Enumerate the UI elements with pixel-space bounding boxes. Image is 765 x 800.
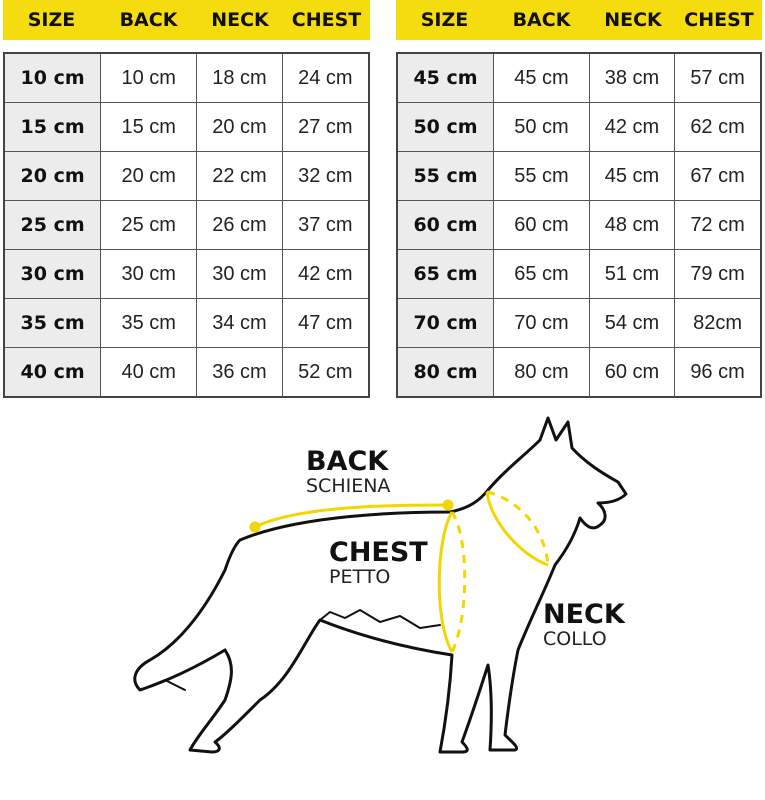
chest-cell: 24 cm [281, 52, 370, 103]
header-back: BACK [512, 9, 571, 31]
chest-cell: 96 cm [674, 347, 762, 398]
back-cell: 60 cm [493, 200, 590, 250]
table-row: 20 cm 20 cm 22 cm 32 cm [3, 151, 370, 201]
chest-cell: 72 cm [674, 200, 762, 250]
back-cell: 35 cm [100, 298, 198, 348]
header-size: SIZE [27, 9, 76, 31]
dog-outline [133, 416, 628, 754]
chest-measure-ellipse [437, 511, 467, 653]
header-right: SIZE BACK NECK CHEST [396, 0, 762, 40]
size-cell: 70 cm [396, 298, 495, 348]
size-cell: 15 cm [3, 102, 102, 152]
back-cell: 40 cm [100, 347, 198, 398]
size-cell: 40 cm [3, 347, 102, 398]
back-measure-line [249, 499, 454, 533]
table-row: 35 cm 35 cm 34 cm 47 cm [3, 298, 370, 348]
back-cell: 70 cm [493, 298, 590, 348]
chest-cell: 57 cm [674, 52, 762, 103]
table-row: 65 cm 65 cm 51 cm 79 cm [396, 249, 762, 299]
table-row: 40 cm 40 cm 36 cm 52 cm [3, 347, 370, 398]
back-cell: 55 cm [493, 151, 590, 201]
neck-cell: 48 cm [588, 200, 676, 250]
table-row: 15 cm 15 cm 20 cm 27 cm [3, 102, 370, 152]
neck-cell: 36 cm [196, 347, 283, 398]
neck-cell: 54 cm [588, 298, 676, 348]
size-cell: 20 cm [3, 151, 102, 201]
table-row: 30 cm 30 cm 30 cm 42 cm [3, 249, 370, 299]
neck-cell: 60 cm [588, 347, 676, 398]
chest-cell: 67 cm [674, 151, 762, 201]
neck-cell: 18 cm [196, 52, 283, 103]
size-cell: 50 cm [396, 102, 495, 152]
neck-cell: 38 cm [588, 52, 676, 103]
neck-cell: 34 cm [196, 298, 283, 348]
neck-cell: 30 cm [196, 249, 283, 299]
neck-label: NECK COLLO [543, 599, 625, 650]
size-table-left: 10 cm 10 cm 18 cm 24 cm 15 cm 15 cm 20 cm 27 cm… [3, 52, 370, 398]
chest-cell: 79 cm [674, 249, 762, 299]
table-row: 10 cm 10 cm 18 cm 24 cm [3, 52, 370, 103]
chest-cell: 27 cm [281, 102, 370, 152]
size-cell: 25 cm [3, 200, 102, 250]
table-row: 60 cm 60 cm 48 cm 72 cm [396, 200, 762, 250]
back-cell: 80 cm [493, 347, 590, 398]
header-neck: NECK [211, 9, 269, 31]
size-cell: 65 cm [396, 249, 495, 299]
neck-cell: 20 cm [196, 102, 283, 152]
size-cell: 55 cm [396, 151, 495, 201]
neck-cell: 22 cm [196, 151, 283, 201]
back-cell: 15 cm [100, 102, 198, 152]
back-label: BACK SCHIENA [306, 446, 391, 497]
chest-cell: 42 cm [281, 249, 370, 299]
header-chest: CHEST [291, 9, 362, 31]
chest-label: CHEST PETTO [329, 537, 428, 588]
header-neck: NECK [604, 9, 662, 31]
back-cell: 65 cm [493, 249, 590, 299]
table-row: 70 cm 70 cm 54 cm 82cm [396, 298, 762, 348]
table-row: 25 cm 25 cm 26 cm 37 cm [3, 200, 370, 250]
neck-cell: 51 cm [588, 249, 676, 299]
neck-cell: 26 cm [196, 200, 283, 250]
table-row: 80 cm 80 cm 60 cm 96 cm [396, 347, 762, 398]
header-back: BACK [119, 9, 178, 31]
size-cell: 60 cm [396, 200, 495, 250]
header-size: SIZE [420, 9, 469, 31]
neck-measure-ellipse [485, 490, 550, 567]
header-chest: CHEST [684, 9, 754, 31]
chest-cell: 82cm [674, 298, 762, 348]
chest-cell: 47 cm [281, 298, 370, 348]
size-cell: 35 cm [3, 298, 102, 348]
size-cell: 80 cm [396, 347, 495, 398]
chest-cell: 32 cm [281, 151, 370, 201]
size-table-right: 45 cm 45 cm 38 cm 57 cm 50 cm 50 cm 42 cm 62 cm… [396, 52, 762, 398]
header-left: SIZE BACK NECK CHEST [3, 0, 370, 40]
back-cell: 25 cm [100, 200, 198, 250]
chest-cell: 52 cm [281, 347, 370, 398]
